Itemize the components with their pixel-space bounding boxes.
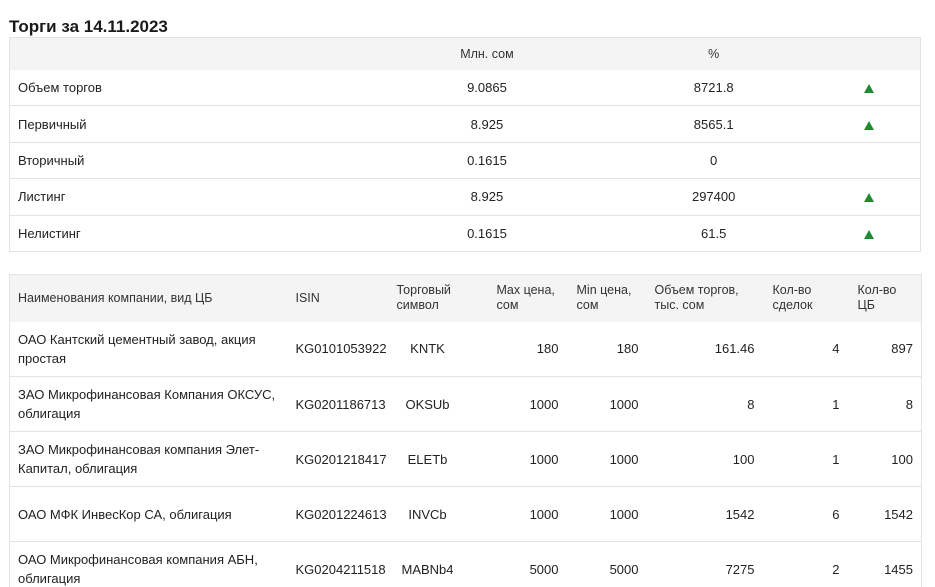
isin-cell: KG0201218417 — [295, 451, 387, 467]
min-price-cell: 1000 — [609, 451, 639, 467]
header-deals: Кол-во сделок — [772, 283, 813, 313]
table-row: ЗАО Микрофинансовая Компания ОКСУС, обли… — [9, 377, 922, 432]
summary-row-label: Вторичный — [18, 152, 85, 168]
company-name: ОАО Микрофинансовая компания АБН, облига… — [18, 552, 258, 586]
summary-row-label: Нелистинг — [18, 225, 81, 241]
summary-row-pct: 8565.1 — [693, 116, 734, 132]
symbol-cell: MABNb4 — [401, 561, 454, 577]
deals-cell: 2 — [832, 561, 840, 577]
min-price-cell: 180 — [616, 341, 639, 357]
table-row: ЗАО Микрофинансовая компания Элет-Капита… — [9, 432, 922, 487]
summary-header-pct: % — [708, 46, 720, 61]
isin-cell: KG0201186713 — [295, 396, 386, 412]
header-max-price: Max цена, сом — [496, 283, 555, 313]
trading-summary-table: Млн. сом % Объем торгов 9.0865 8721.8 Пе… — [9, 37, 921, 252]
summary-row-label: Первичный — [18, 116, 87, 132]
qty-cell: 100 — [891, 451, 913, 467]
qty-cell: 897 — [891, 341, 913, 357]
deals-cell: 6 — [832, 506, 840, 522]
isin-cell: KG0204211518 — [295, 561, 386, 577]
summary-row-trend — [818, 142, 921, 178]
header-company-name: Наименования компании, вид ЦБ — [18, 290, 213, 305]
isin-cell: KG0101053922 — [295, 341, 387, 357]
header-volume: Объем торгов, тыс. сом — [654, 283, 739, 313]
summary-row-pct: 297400 — [691, 189, 736, 205]
max-price-cell: 1000 — [529, 451, 559, 467]
table-row: ОАО Микрофинансовая компания АБН, облига… — [10, 542, 922, 587]
summary-header-row: Млн. сом % — [9, 37, 921, 70]
table-row: ОАО Кантский цементный завод, акция прос… — [9, 322, 922, 377]
header-min-price: Min цена, сом — [576, 283, 632, 313]
summary-row-trend — [818, 106, 921, 142]
page-title: Торги за 14.11.2023 — [9, 17, 168, 36]
isin-cell: KG0201224613 — [295, 506, 387, 522]
summary-row-mln: 0.1615 — [467, 225, 507, 241]
deals-cell: 1 — [832, 396, 840, 412]
summary-row-label: Объем торгов — [18, 79, 102, 95]
summary-header-mln: Млн. сом — [460, 46, 514, 61]
summary-row-pct: 8721.8 — [693, 79, 734, 95]
summary-row-mln: 8.925 — [470, 116, 504, 132]
max-price-cell: 1000 — [529, 506, 559, 522]
summary-row-trend — [818, 70, 921, 106]
company-name: ЗАО Микрофинансовая компания Элет-Капита… — [18, 442, 260, 476]
company-name: ОАО МФК ИнвесКор СА, облигация — [18, 506, 232, 522]
company-name: ОАО Кантский цементный завод, акция прос… — [18, 331, 256, 366]
volume-cell: 100 — [732, 451, 755, 467]
max-price-cell: 5000 — [529, 561, 559, 577]
summary-header-label — [10, 38, 365, 70]
volume-cell: 8 — [747, 396, 755, 412]
volume-cell: 161.46 — [714, 341, 755, 357]
summary-row-pct: 0 — [710, 152, 718, 168]
min-price-cell: 1000 — [609, 506, 639, 522]
summary-row-mln: 8.925 — [470, 189, 504, 205]
summary-row: Вторичный 0.1615 0 — [9, 142, 921, 179]
trend-up-icon — [863, 229, 874, 239]
qty-cell: 1455 — [884, 561, 913, 577]
header-isin: ISIN — [295, 290, 320, 305]
max-price-cell: 1000 — [529, 396, 559, 412]
deals-cell: 4 — [832, 341, 840, 357]
min-price-cell: 1000 — [609, 396, 639, 412]
trend-up-icon — [863, 193, 874, 203]
symbol-cell: ELETb — [407, 451, 448, 467]
volume-cell: 7275 — [725, 561, 755, 577]
trades-header-row: Наименования компании, вид ЦБ ISIN Торго… — [9, 274, 922, 322]
qty-cell: 1542 — [884, 506, 913, 522]
trades-table: Наименования компании, вид ЦБ ISIN Торго… — [9, 274, 922, 587]
max-price-cell: 180 — [536, 341, 559, 357]
summary-row: Нелистинг 0.1615 61.5 — [10, 215, 921, 251]
summary-row: Листинг 8.925 297400 — [9, 179, 921, 216]
summary-row-mln: 9.0865 — [467, 79, 507, 95]
volume-cell: 1542 — [725, 506, 755, 522]
company-name: ЗАО Микрофинансовая Компания ОКСУС, обли… — [18, 387, 276, 421]
trend-up-icon — [863, 120, 874, 130]
summary-row: Объем торгов 9.0865 8721.8 — [9, 70, 921, 106]
summary-row-trend — [818, 179, 921, 215]
summary-row: Первичный 8.925 8565.1 — [9, 106, 921, 143]
symbol-cell: OKSUb — [405, 396, 450, 412]
deals-cell: 1 — [832, 451, 840, 467]
symbol-cell: INVCb — [408, 506, 447, 522]
symbol-cell: KNTK — [410, 341, 445, 357]
table-row: ОАО МФК ИнвесКор СА, облигация KG0201224… — [9, 487, 922, 542]
qty-cell: 8 — [905, 396, 913, 412]
trend-up-icon — [863, 84, 874, 93]
summary-row-label: Листинг — [18, 189, 66, 205]
header-qty: Кол-во ЦБ — [857, 283, 897, 313]
summary-header-trend — [818, 38, 921, 70]
summary-row-pct: 61.5 — [701, 225, 727, 241]
header-symbol: Торговый символ — [396, 283, 451, 313]
min-price-cell: 5000 — [609, 561, 639, 577]
summary-row-mln: 0.1615 — [467, 152, 507, 168]
summary-row-trend — [818, 215, 921, 251]
